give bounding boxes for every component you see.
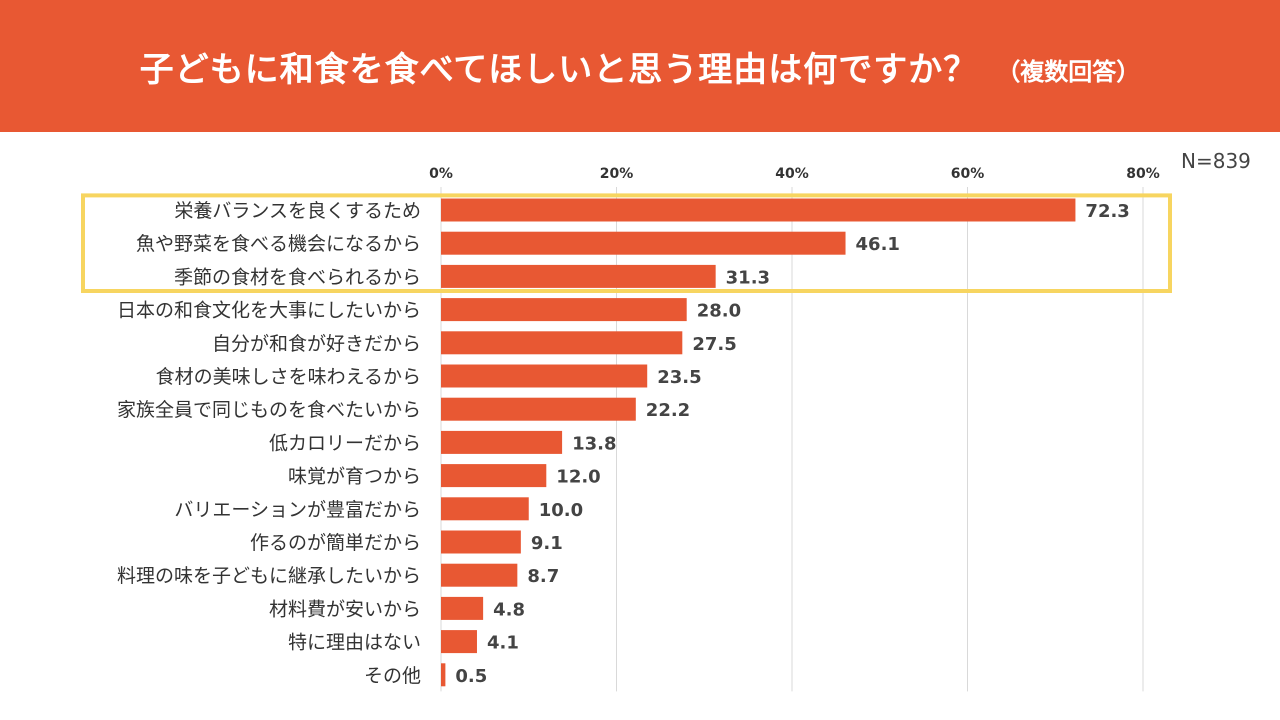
chart-title-main: 子どもに和食を食べてほしいと思う理由は何ですか？ bbox=[139, 49, 979, 90]
data-label: 72.3 bbox=[1085, 201, 1129, 222]
category-label: 材料費が安いから bbox=[269, 598, 421, 620]
data-label: 46.1 bbox=[856, 234, 900, 255]
category-label: 低カロリーだから bbox=[269, 432, 421, 454]
bar bbox=[441, 397, 636, 421]
data-label: 13.8 bbox=[572, 433, 616, 454]
x-tick-label: 60% bbox=[951, 166, 985, 182]
chart-title-subtitle: （複数回答） bbox=[996, 57, 1141, 86]
x-tick-label: 40% bbox=[775, 166, 809, 182]
chart-title: 子どもに和食を食べてほしいと思う理由は何ですか？ （複数回答） bbox=[0, 0, 1280, 132]
bar bbox=[441, 497, 529, 521]
data-label: 28.0 bbox=[697, 301, 741, 322]
category-label: 魚や野菜を食べる機会になるから bbox=[136, 233, 421, 255]
data-label: 23.5 bbox=[657, 367, 701, 388]
data-label: 22.2 bbox=[646, 400, 690, 421]
category-label: 作るのが簡単だから bbox=[250, 532, 421, 554]
category-label: 日本の和食文化を大事にしたいから bbox=[117, 300, 421, 322]
category-label: 料理の味を子どもに継承したいから bbox=[117, 565, 421, 587]
x-tick-label: 0% bbox=[429, 166, 453, 182]
bar bbox=[441, 464, 547, 488]
title-banner bbox=[0, 0, 1280, 132]
category-label: 食材の美味しさを味わえるから bbox=[156, 366, 421, 388]
category-label: 家族全員で同じものを食べたいから bbox=[117, 399, 421, 421]
bar bbox=[441, 430, 563, 454]
bar bbox=[441, 298, 687, 322]
bar bbox=[441, 331, 683, 355]
bar bbox=[441, 530, 521, 554]
data-label: 10.0 bbox=[539, 500, 583, 521]
category-label: バリエーションが豊富だから bbox=[174, 499, 421, 521]
bar bbox=[441, 563, 518, 587]
data-label: 4.1 bbox=[487, 633, 519, 654]
category-label: 季節の食材を食べられるから bbox=[174, 266, 421, 288]
data-label: 8.7 bbox=[527, 566, 559, 587]
data-label: 12.0 bbox=[556, 467, 600, 488]
category-label: その他 bbox=[364, 665, 421, 687]
category-label: 自分が和食が好きだから bbox=[212, 333, 421, 355]
sample-size-label: N=839 bbox=[1181, 149, 1251, 173]
data-label: 4.8 bbox=[493, 599, 525, 620]
data-label: 9.1 bbox=[531, 533, 563, 554]
x-tick-label: 20% bbox=[600, 166, 634, 182]
category-label: 特に理由はない bbox=[288, 632, 421, 654]
bar bbox=[441, 663, 446, 687]
x-tick-label: 80% bbox=[1126, 166, 1160, 182]
highlight-box bbox=[81, 193, 1172, 293]
bar bbox=[441, 630, 477, 654]
bar bbox=[441, 264, 716, 288]
data-label: 31.3 bbox=[726, 267, 770, 288]
bar bbox=[441, 198, 1076, 222]
category-label: 栄養バランスを良くするため bbox=[174, 200, 421, 222]
bar bbox=[441, 596, 484, 620]
category-label: 味覚が育つから bbox=[288, 466, 421, 488]
bar bbox=[441, 231, 846, 255]
data-label: 27.5 bbox=[692, 334, 736, 355]
bar bbox=[441, 364, 648, 388]
data-label: 0.5 bbox=[455, 666, 487, 687]
